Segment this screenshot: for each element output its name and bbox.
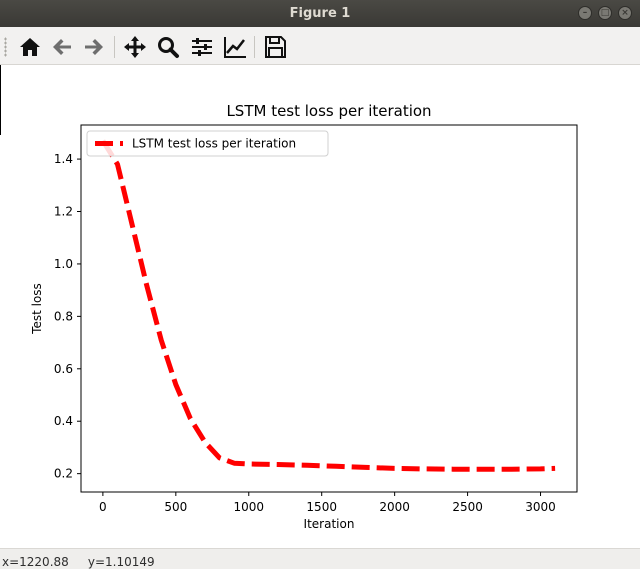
save-button[interactable] (262, 34, 288, 60)
zoom-button[interactable] (155, 34, 181, 60)
x-tick-label: 3000 (525, 500, 556, 514)
toolbar-separator (254, 36, 255, 58)
home-button[interactable] (17, 34, 43, 60)
status-bar: x=1220.88 y=1.10149 (0, 548, 640, 569)
plot-axes: LSTM test loss per iteration 0 500 1000 1500… (30, 102, 578, 531)
x-tick-label: 500 (164, 500, 187, 514)
close-button[interactable]: × (618, 6, 632, 20)
y-tick-label: 1.4 (54, 152, 73, 166)
y-tick-label: 1.0 (54, 257, 73, 271)
y-tick-label: 1.2 (54, 205, 73, 219)
toolbar-grip[interactable] (4, 37, 7, 57)
series-line-0 (100, 139, 556, 472)
x-tick-label: 2500 (452, 500, 483, 514)
legend-box (86, 130, 329, 157)
window-edge (0, 65, 1, 135)
line-chart-icon (224, 37, 246, 58)
x-tick-label: 1500 (306, 500, 337, 514)
x-tick-label: 0 (99, 500, 107, 514)
legend-label: LSTM test loss per iteration (132, 137, 296, 151)
y-tick-label: 0.2 (54, 467, 73, 481)
pan-button[interactable] (122, 34, 148, 60)
move-icon (124, 36, 146, 58)
home-icon (20, 38, 40, 56)
zoom-icon (158, 37, 179, 58)
maximize-button[interactable]: □ (598, 6, 612, 20)
back-button[interactable] (49, 34, 75, 60)
toolbar-separator (114, 36, 115, 58)
arrow-right-icon (85, 39, 103, 55)
sliders-icon (192, 38, 212, 56)
figure-canvas[interactable]: LSTM test loss per iteration 0 500 1000 1500… (0, 66, 640, 548)
navigation-toolbar (0, 27, 640, 65)
floppy-disk-icon (265, 36, 286, 58)
y-tick-label: 0.8 (54, 309, 73, 323)
minimize-icon: – (582, 8, 588, 18)
y-tick-label: 0.4 (54, 414, 73, 428)
y-tick-label: 0.6 (54, 362, 73, 376)
cursor-coordinates: x=1220.88 y=1.10149 (2, 555, 155, 569)
minimize-button[interactable]: – (578, 6, 592, 20)
edit-axes-button[interactable] (222, 34, 248, 60)
x-tick-label: 1000 (233, 500, 264, 514)
forward-button[interactable] (81, 34, 107, 60)
y-axis-label: Test loss (30, 283, 44, 335)
axes-frame (80, 124, 578, 493)
maximize-icon: □ (600, 8, 610, 18)
subplots-button[interactable] (189, 34, 215, 60)
title-bar: Figure 1 – □ × (0, 0, 640, 27)
arrow-left-icon (53, 39, 71, 55)
x-tick-label: 2000 (379, 500, 410, 514)
x-axis-label: Iteration (304, 517, 355, 531)
window-title: Figure 1 (289, 6, 351, 21)
chart-title: LSTM test loss per iteration (226, 102, 431, 120)
close-icon: × (621, 8, 629, 18)
